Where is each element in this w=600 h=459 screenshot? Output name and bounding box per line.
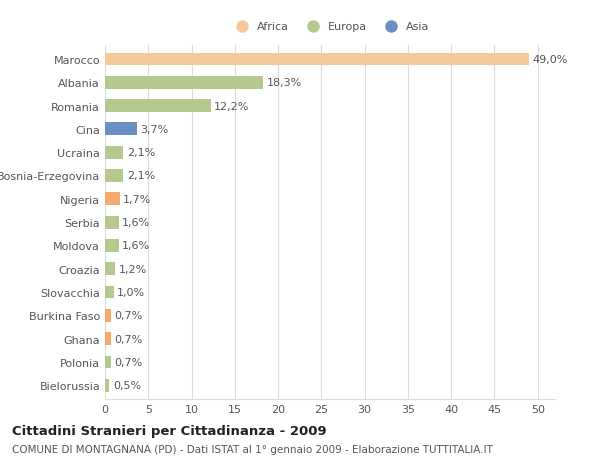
- Bar: [105, 193, 120, 206]
- Text: COMUNE DI MONTAGNANA (PD) - Dati ISTAT al 1° gennaio 2009 - Elaborazione TUTTITA: COMUNE DI MONTAGNANA (PD) - Dati ISTAT a…: [12, 444, 493, 454]
- Text: 0,7%: 0,7%: [115, 334, 143, 344]
- Text: 1,2%: 1,2%: [119, 264, 147, 274]
- Bar: [105, 123, 137, 136]
- Legend: Africa, Europa, Asia: Africa, Europa, Asia: [227, 18, 433, 37]
- Bar: [105, 216, 119, 229]
- Text: 3,7%: 3,7%: [140, 124, 169, 134]
- Bar: [105, 263, 115, 275]
- Bar: [105, 286, 113, 299]
- Text: 18,3%: 18,3%: [267, 78, 302, 88]
- Text: 2,1%: 2,1%: [127, 171, 155, 181]
- Bar: [105, 379, 109, 392]
- Text: 1,6%: 1,6%: [122, 241, 151, 251]
- Bar: [105, 100, 211, 113]
- Text: 1,6%: 1,6%: [122, 218, 151, 228]
- Bar: [105, 240, 119, 252]
- Bar: [105, 53, 529, 66]
- Text: Cittadini Stranieri per Cittadinanza - 2009: Cittadini Stranieri per Cittadinanza - 2…: [12, 425, 326, 437]
- Text: 0,7%: 0,7%: [115, 357, 143, 367]
- Text: 12,2%: 12,2%: [214, 101, 250, 112]
- Bar: [105, 356, 111, 369]
- Text: 0,5%: 0,5%: [113, 381, 141, 390]
- Text: 0,7%: 0,7%: [115, 311, 143, 321]
- Bar: [105, 332, 111, 345]
- Text: 1,0%: 1,0%: [117, 287, 145, 297]
- Bar: [105, 170, 123, 183]
- Text: 2,1%: 2,1%: [127, 148, 155, 158]
- Bar: [105, 309, 111, 322]
- Text: 49,0%: 49,0%: [533, 55, 568, 65]
- Bar: [105, 77, 263, 90]
- Text: 1,7%: 1,7%: [123, 194, 151, 204]
- Bar: [105, 146, 123, 159]
